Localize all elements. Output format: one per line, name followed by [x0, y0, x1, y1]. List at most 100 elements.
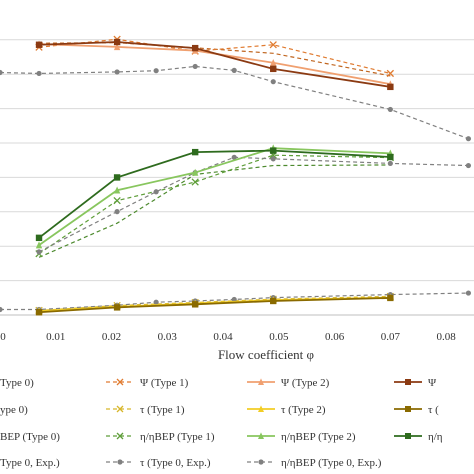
data-point [231, 296, 237, 303]
gridlines [0, 39, 474, 282]
x-tick-label: 0.07 [381, 331, 401, 343]
data-point [114, 69, 120, 75]
series-13 [36, 154, 472, 255]
series-8 [38, 164, 391, 258]
x-tick-labels: 0 0.01 0.02 0.03 0.04 0.05 0.06 0.07 0.08 [0, 331, 456, 343]
series-line [39, 42, 391, 77]
data-point [270, 79, 276, 85]
data-point [231, 67, 237, 73]
x-tick-label: 0.01 [46, 331, 65, 343]
x-tick-label: 0.04 [213, 331, 233, 343]
data-point [258, 405, 264, 412]
series-2 [35, 40, 394, 88]
legend-entry: Ψ (Type 1) [106, 377, 189, 389]
x-tick-label: 0.02 [102, 331, 121, 343]
data-point [405, 406, 411, 412]
data-point [0, 69, 3, 76]
x-tick-label: 0.08 [436, 331, 456, 343]
series-line [38, 156, 469, 253]
legend-label: τ (Type 0, Exp.) [140, 457, 211, 469]
legend-label: Type 0) [0, 377, 34, 389]
legend-label: τ (Type 1) [140, 404, 185, 416]
data-point [270, 65, 277, 73]
data-point [113, 186, 121, 194]
data-point [258, 432, 264, 439]
data-point [35, 41, 43, 48]
data-point [387, 83, 394, 91]
legend-label: η/ηBEP (Type 2) [281, 431, 356, 443]
series-14 [0, 63, 472, 142]
legend-label: Ψ (Type 2) [281, 377, 330, 389]
data-point [113, 174, 121, 181]
legend-entry: BEP (Type 0) [0, 431, 60, 443]
data-point [35, 309, 43, 316]
series-7 [35, 294, 394, 316]
legend-entry: η/ηBEP (Type 2) [247, 431, 356, 443]
data-point [113, 38, 121, 46]
data-point [35, 241, 43, 249]
x-axis-label: Flow coefficient φ [218, 347, 314, 362]
data-point [36, 249, 42, 255]
legend-label: τ ( [428, 404, 439, 416]
legend-entry: Type 0) [0, 377, 34, 389]
data-point [258, 459, 264, 465]
data-point [117, 459, 123, 465]
data-point [465, 162, 472, 169]
x-tick-label: 0 [0, 331, 6, 343]
series-line [0, 65, 469, 140]
data-point [35, 234, 43, 242]
legend-entry: Ψ [394, 377, 437, 389]
data-point [465, 290, 472, 296]
legend-entry: η/ηBEP (Type 1) [106, 431, 215, 443]
series-line [38, 154, 391, 255]
legend-label: Type 0, Exp.) [0, 457, 60, 469]
legend-label: η/ηBEP (Type 0, Exp.) [281, 457, 382, 469]
data-point [386, 69, 395, 78]
legend-entry: η/ηBEP (Type 0, Exp.) [247, 457, 382, 469]
legend-entry: Type 0, Exp.) [0, 457, 60, 469]
legend-entry: τ ( [394, 404, 439, 416]
data-point [191, 148, 199, 156]
series-0 [39, 42, 391, 77]
legend-label: η/η [428, 431, 443, 443]
series-11 [35, 147, 394, 242]
series-line [38, 297, 391, 314]
legend-entry: τ (Type 2) [247, 404, 326, 416]
data-point [405, 433, 411, 439]
data-point [387, 294, 394, 302]
series-10 [35, 144, 394, 249]
x-tick-label: 0.06 [325, 331, 345, 343]
series-3 [35, 38, 394, 91]
legend-entry: Ψ (Type 2) [247, 377, 330, 389]
data-point [192, 63, 198, 70]
legend-label: Ψ (Type 1) [140, 377, 189, 389]
legend-entry: ype 0) [0, 404, 28, 416]
data-point [191, 44, 199, 52]
x-tick-label: 0.05 [269, 331, 289, 343]
data-point [153, 299, 159, 305]
data-point [387, 153, 394, 161]
data-point [153, 189, 159, 195]
data-point [191, 168, 199, 176]
series-group [0, 35, 472, 316]
legend-entry: τ (Type 1) [106, 404, 185, 416]
data-point [387, 160, 393, 167]
data-point [114, 209, 120, 215]
data-point [269, 41, 277, 49]
data-point [116, 432, 124, 440]
x-tick-label: 0.03 [158, 331, 178, 343]
data-point [387, 106, 393, 113]
data-point [270, 147, 277, 154]
series-line [0, 292, 469, 311]
data-point [113, 196, 121, 205]
data-point [405, 379, 411, 385]
data-point [153, 68, 159, 74]
data-point [270, 58, 277, 66]
data-point [270, 156, 276, 162]
legend-label: BEP (Type 0) [0, 431, 60, 443]
data-point [270, 297, 277, 305]
data-point [113, 43, 121, 51]
legend-label: ype 0) [0, 404, 28, 416]
